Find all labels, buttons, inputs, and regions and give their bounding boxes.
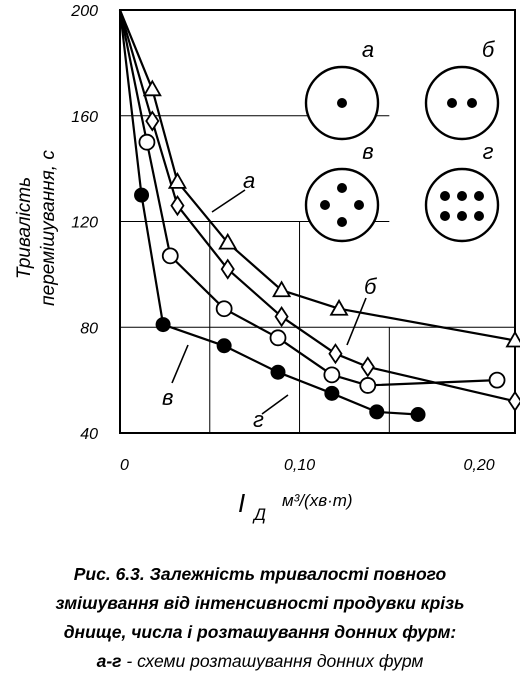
axes xyxy=(119,9,516,434)
scheme-furm-dot xyxy=(354,200,364,210)
data-point-g xyxy=(134,187,150,203)
data-point-b xyxy=(170,195,185,217)
x-axis-label-subscript: Д xyxy=(252,505,266,524)
data-point-g xyxy=(216,338,232,354)
data-point-g xyxy=(369,404,385,420)
data-point-v xyxy=(269,329,287,347)
data-point-a xyxy=(505,330,520,348)
x-axis-label-symbol: I xyxy=(238,488,245,518)
data-point-b xyxy=(145,110,160,132)
scheme-furm-dot xyxy=(337,183,347,193)
leader-line xyxy=(171,344,189,384)
data-point-g xyxy=(155,317,171,333)
leader-line xyxy=(261,394,289,415)
caption-line-1: Рис. 6.3. Залежність тривалості повного xyxy=(73,564,447,584)
data-point-b xyxy=(328,343,343,365)
scheme-furm-dot xyxy=(337,98,347,108)
data-point-a xyxy=(329,298,349,316)
data-point-b xyxy=(360,356,375,378)
y-tick-label: 160 xyxy=(71,109,98,126)
x-tick-label: 0,10 xyxy=(284,457,315,474)
scheme-furm-dot xyxy=(337,217,347,227)
furm-scheme-0: а xyxy=(304,37,380,141)
data-point-v xyxy=(488,371,506,389)
scheme-furm-dot xyxy=(320,200,330,210)
scheme-furm-dot xyxy=(467,98,477,108)
plot-frame xyxy=(119,9,516,434)
x-tick-label: 0 xyxy=(120,457,129,474)
y-tick-label: 200 xyxy=(70,3,98,20)
data-point-v xyxy=(359,377,377,394)
scheme-furm-dot xyxy=(457,191,467,201)
scheme-ring xyxy=(304,167,380,243)
x-axis-label: I Д м³/(хв·т) xyxy=(238,488,353,524)
scheme-label: г xyxy=(483,139,494,164)
data-point-b xyxy=(220,258,235,280)
data-point-g xyxy=(410,406,426,422)
leader-lines xyxy=(171,189,367,415)
data-point-a xyxy=(167,172,188,189)
curve-label-g: г xyxy=(253,407,264,432)
scheme-furm-dot xyxy=(474,211,484,221)
scheme-furm-dot xyxy=(440,191,450,201)
x-tick-label: 0,20 xyxy=(464,457,495,474)
y-axis-label: Тривалість перемішування, с xyxy=(14,150,59,306)
data-point-a xyxy=(272,280,292,298)
furm-schemes: а б в г xyxy=(304,37,500,243)
y-tick-label: 40 xyxy=(80,426,98,443)
series-line-3 xyxy=(118,9,419,416)
furm-scheme-2: в xyxy=(304,139,380,243)
furm-scheme-3: г xyxy=(424,139,500,243)
grid xyxy=(120,115,515,433)
data-point-v xyxy=(215,300,233,318)
scheme-ring xyxy=(424,65,500,141)
data-point-g xyxy=(270,364,286,380)
curve-label-v: в xyxy=(162,385,173,410)
scheme-label: а xyxy=(362,37,374,62)
figure-caption: Рис. 6.3. Залежність тривалості повного … xyxy=(0,560,520,676)
x-axis-label-unit: м³/(хв·т) xyxy=(282,491,353,510)
data-point-v xyxy=(138,133,156,151)
leader-line xyxy=(211,189,246,213)
data-point-a xyxy=(142,79,162,97)
scheme-furm-dot xyxy=(457,211,467,221)
data-point-b xyxy=(274,306,289,328)
scheme-furm-dot xyxy=(440,211,450,221)
y-tick-label: 120 xyxy=(71,215,98,232)
scheme-furm-dot xyxy=(447,98,457,108)
furm-scheme-1: б xyxy=(424,37,500,141)
scheme-furm-dot xyxy=(474,191,484,201)
data-point-g xyxy=(324,385,340,401)
caption-line-4-rest: - схеми розташування донних фурм xyxy=(121,651,424,671)
curve-label-b: б xyxy=(364,274,378,299)
caption-line-4: а-г - схеми розташування донних фурм xyxy=(0,647,520,676)
data-point-b xyxy=(507,390,520,412)
caption-line-3: днище, числа і розташування донних фурм: xyxy=(63,622,457,642)
curve-label-a: а xyxy=(243,168,255,193)
leader-line xyxy=(346,297,367,346)
scheme-label: б xyxy=(482,37,496,62)
caption-line-2: змішування від інтенсивності продувки кр… xyxy=(55,593,465,613)
chart: 200 160 120 80 40 0 0,10 0,20 а б в г а б в г Трив… xyxy=(14,3,520,524)
series-layer xyxy=(118,9,520,422)
caption-line-4-bold: а-г xyxy=(96,651,122,671)
y-axis-label-line1: Тривалість xyxy=(14,177,35,279)
y-tick-label: 80 xyxy=(80,320,98,337)
data-point-v xyxy=(323,366,341,384)
y-axis-label-line2: перемішування, с xyxy=(38,150,59,306)
data-point-a xyxy=(218,232,238,250)
tick-labels: 200 160 120 80 40 0 0,10 0,20 xyxy=(70,3,494,474)
scheme-ring xyxy=(424,167,500,243)
data-point-v xyxy=(161,247,179,265)
scheme-label: в xyxy=(362,139,373,164)
